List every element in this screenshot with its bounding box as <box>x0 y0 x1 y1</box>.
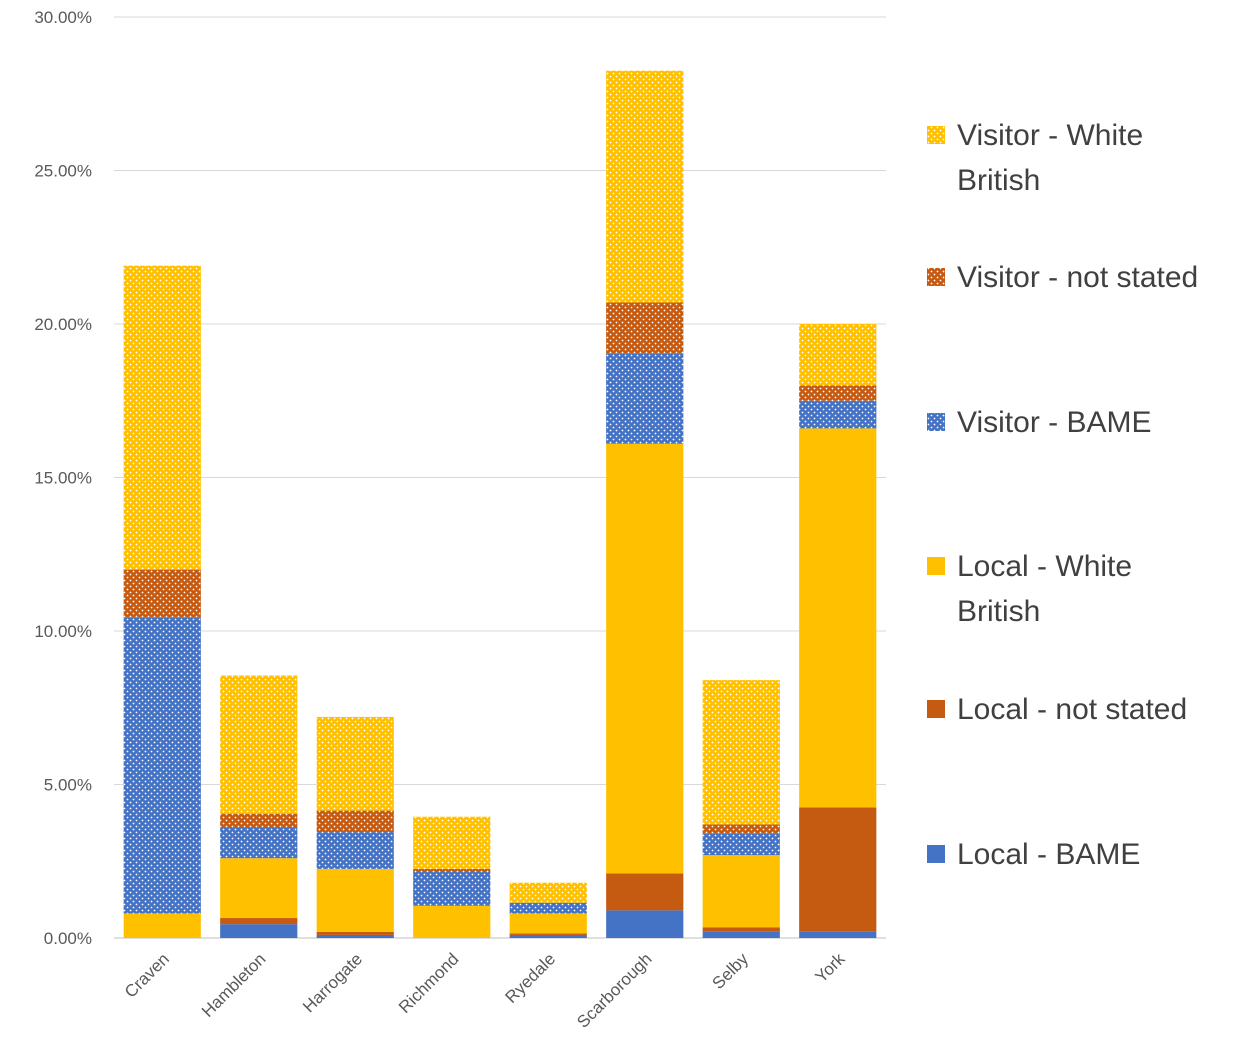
bar-segment <box>220 918 298 925</box>
x-axis: Craven Hambleton Harrogate Richmond Ryedale S… <box>121 949 849 1032</box>
bar-segment <box>606 70 684 303</box>
bar-segment <box>316 716 394 811</box>
bar-segment <box>220 827 298 859</box>
bar-segment <box>799 385 877 401</box>
y-tick-label: 10.00% <box>34 622 92 641</box>
legend-label: Visitor - not stated <box>957 261 1198 294</box>
x-tick-label: Harrogate <box>299 949 366 1016</box>
x-tick-label: Ryedale <box>502 949 560 1007</box>
bar-segment <box>413 816 491 869</box>
bar-segment <box>799 931 877 938</box>
bar-segment <box>702 824 780 834</box>
legend-label: British <box>957 595 1040 628</box>
bar-segment <box>123 265 201 570</box>
bar-segment <box>413 905 491 938</box>
bar-segment <box>316 810 394 833</box>
legend-swatch <box>927 700 945 718</box>
bar-segment <box>123 617 201 914</box>
legend: Visitor - White British Visitor - not stat… <box>927 119 1198 871</box>
bar-segment <box>702 680 780 825</box>
bar-segment <box>606 873 684 911</box>
bar-segment <box>220 924 298 938</box>
bar-segment <box>702 833 780 856</box>
y-tick-label: 5.00% <box>44 776 92 795</box>
bar-segment <box>799 428 877 808</box>
bar-segment <box>799 807 877 932</box>
bar-segment <box>606 302 684 354</box>
bar-segment <box>220 675 298 814</box>
legend-swatch <box>927 557 945 575</box>
bar-segment <box>509 934 587 938</box>
bar-segment <box>316 931 394 935</box>
x-tick-label: Richmond <box>395 949 463 1017</box>
bar-segment <box>702 927 780 932</box>
legend-label: Visitor - BAME <box>957 406 1152 439</box>
x-tick-label: Scarborough <box>573 949 655 1031</box>
y-tick-label: 20.00% <box>34 315 92 334</box>
bar-segment <box>509 933 587 935</box>
legend-label: Local - BAME <box>957 838 1140 871</box>
bar-segment <box>123 913 201 938</box>
legend-label: Visitor - White <box>957 119 1143 152</box>
legend-swatch <box>927 845 945 863</box>
legend-swatch <box>927 413 945 431</box>
legend-swatch <box>927 126 945 144</box>
y-axis: 0.00% 5.00% 10.00% 15.00% 20.00% 25.00% 30.00% <box>34 8 92 948</box>
y-tick-label: 0.00% <box>44 929 92 948</box>
bar-segment <box>606 910 684 938</box>
bar-segment <box>799 324 877 386</box>
bar-segment <box>220 858 298 919</box>
bar-segment <box>702 855 780 928</box>
bar-segment <box>316 934 394 938</box>
bar-segment <box>702 931 780 938</box>
y-tick-label: 15.00% <box>34 469 92 488</box>
bar-segment <box>316 868 394 932</box>
x-tick-label: Selby <box>709 949 753 993</box>
bar-segment <box>316 832 394 869</box>
bar-segment <box>799 400 877 429</box>
bar-segment <box>123 569 201 618</box>
legend-label: Local - not stated <box>957 693 1187 726</box>
x-tick-label: Hambleton <box>198 949 270 1021</box>
y-tick-label: 25.00% <box>34 162 92 181</box>
bar-segment <box>413 871 491 906</box>
x-tick-label: York <box>812 949 849 986</box>
legend-label: British <box>957 164 1040 197</box>
x-tick-label: Craven <box>121 949 173 1001</box>
legend-label: Local - White <box>957 550 1132 583</box>
bar-segment <box>413 868 491 872</box>
bar-segment <box>606 353 684 444</box>
legend-swatch <box>927 268 945 286</box>
bar-segment <box>509 913 587 934</box>
bar-segment <box>509 882 587 903</box>
bar-segment <box>220 813 298 828</box>
y-tick-label: 30.00% <box>34 8 92 27</box>
bar-segment <box>606 443 684 874</box>
bars <box>123 70 877 938</box>
bar-segment <box>509 902 587 914</box>
